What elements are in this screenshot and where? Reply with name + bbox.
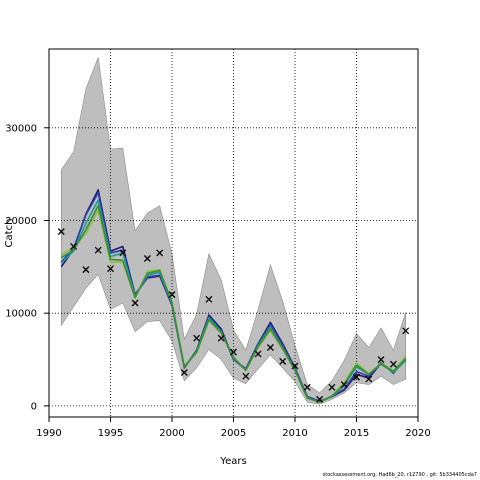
footer-note: stockassessment.org, Had6b_20, r12790 , …	[322, 472, 477, 478]
y-tick-label: 30000	[5, 123, 37, 134]
x-tick-label: 2005	[221, 428, 246, 439]
x-tick-label: 2010	[282, 428, 307, 439]
y-axis-title: Catch	[4, 219, 15, 248]
x-tick-label: 2015	[344, 428, 369, 439]
x-tick-label: 2000	[159, 428, 184, 439]
observed-point	[389, 360, 397, 368]
observed-point	[353, 373, 360, 381]
observed-point	[119, 249, 127, 257]
observed-point	[316, 395, 324, 403]
observed-point	[205, 295, 213, 303]
observed-point	[266, 344, 274, 351]
observed-point	[143, 255, 151, 262]
observed-point	[70, 242, 78, 250]
observed-point	[94, 246, 102, 254]
y-axis: 0 10000 20000 30000	[5, 123, 49, 412]
observed-point	[217, 334, 225, 342]
observed-point	[303, 383, 311, 391]
observed-point	[242, 372, 250, 380]
y-tick-label: 0	[31, 401, 37, 412]
observed-point	[291, 362, 299, 370]
x-axis-title: Years	[219, 456, 246, 467]
observed-point	[230, 348, 237, 356]
x-axis: 1990 1995 2000 2005 2010 2015 2020	[36, 417, 431, 439]
plot-area	[48, 49, 419, 417]
observed-point	[131, 299, 139, 307]
x-tick-label: 1990	[36, 428, 61, 439]
observed-point	[254, 350, 262, 358]
observed-point	[377, 356, 385, 363]
observed-point	[402, 327, 410, 335]
observed-point	[168, 291, 176, 299]
observed-point	[340, 381, 348, 389]
x-tick-label: 2020	[405, 428, 430, 439]
observed-point	[193, 334, 201, 342]
series-line-5	[60, 204, 407, 403]
observed-point	[156, 249, 164, 257]
observed-point	[57, 228, 65, 236]
observed-point	[180, 369, 188, 376]
observed-point	[365, 375, 373, 383]
observed-point	[328, 383, 336, 391]
x-tick-label: 1995	[98, 428, 123, 439]
confidence-band	[60, 57, 407, 405]
observed-point	[82, 266, 90, 274]
observed-point	[107, 265, 114, 273]
observed-point	[279, 357, 287, 365]
y-tick-label: 20000	[5, 216, 37, 227]
y-tick-label: 10000	[5, 309, 37, 320]
